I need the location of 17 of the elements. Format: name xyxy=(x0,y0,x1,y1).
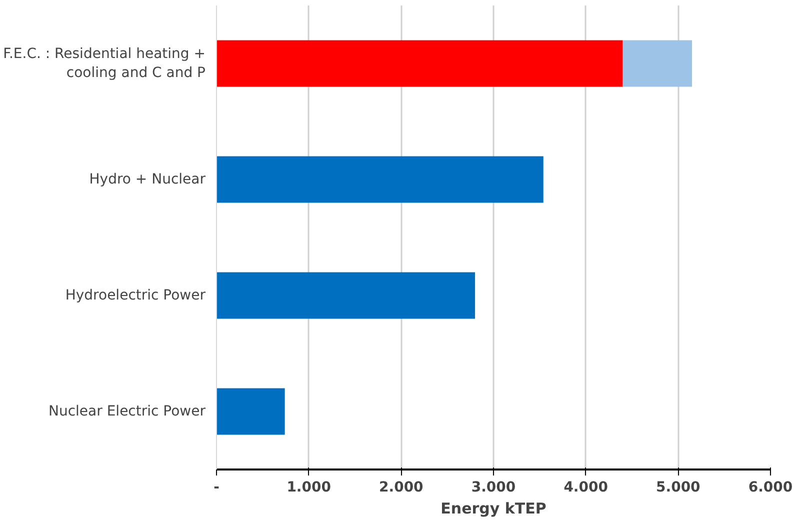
x-tick-label: 2.000 xyxy=(379,480,424,496)
bar xyxy=(216,40,623,87)
x-tick-label: 6.000 xyxy=(748,480,793,496)
x-tick-label: - xyxy=(214,480,220,496)
y-tick-label: F.E.C. : Residential heating + cooling and C and P xyxy=(3,46,206,82)
bar xyxy=(216,272,476,319)
x-tick-label: 3.000 xyxy=(471,480,516,496)
bar xyxy=(216,156,544,203)
x-tick-label: 4.000 xyxy=(564,480,608,496)
y-tick-label: Hydro + Nuclear xyxy=(89,172,206,188)
x-tick-label: 1.000 xyxy=(286,480,332,496)
bar xyxy=(622,40,692,87)
x-axis-title: Energy kTEP xyxy=(440,500,546,518)
y-tick-label: Hydroelectric Power xyxy=(65,288,206,304)
y-tick-label: Nuclear Electric Power xyxy=(48,404,206,420)
bar xyxy=(216,388,285,435)
x-tick-label: 5.000 xyxy=(656,480,701,496)
